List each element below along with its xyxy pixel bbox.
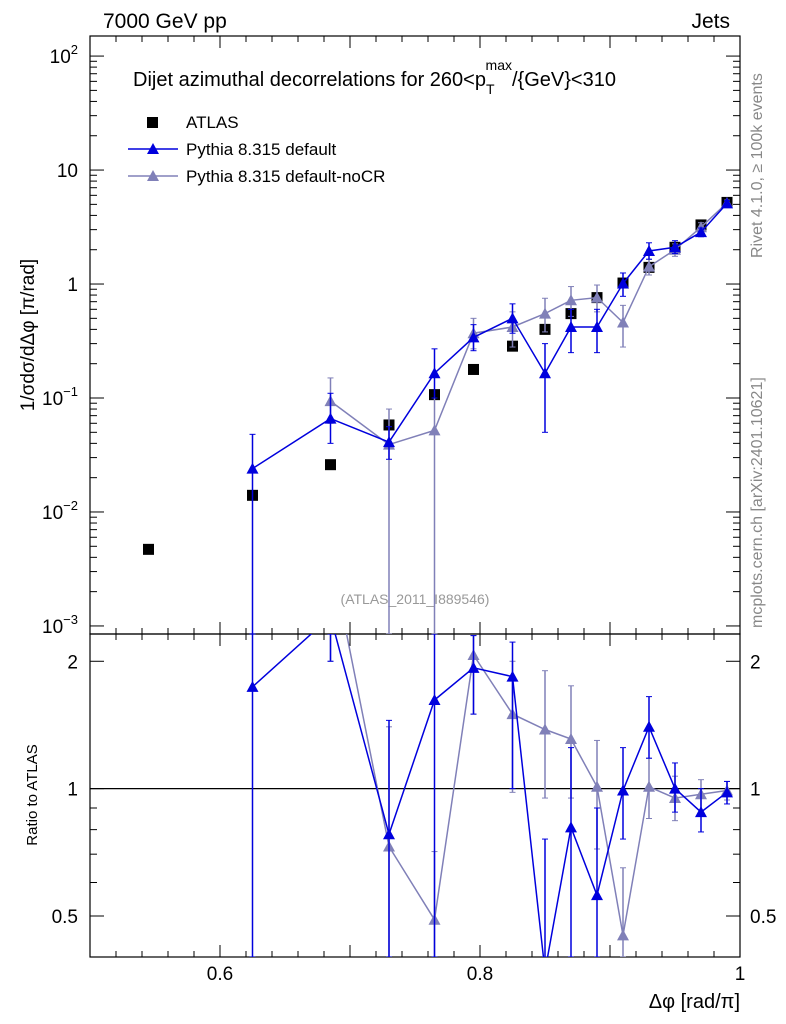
ratio-y-tick-label: 0.5: [52, 907, 78, 928]
ratio-default-point: [695, 806, 707, 818]
atlas-data-point: [143, 543, 154, 555]
default-point: [695, 226, 707, 238]
nocr-point: [539, 307, 551, 319]
nocr-point: [643, 260, 655, 272]
nocr-line: [330, 202, 728, 446]
legend-label-atlas: ATLAS: [186, 113, 239, 132]
ratio-default-point: [643, 720, 655, 732]
ratio-nocr-point: [565, 733, 577, 745]
tick-label-base: 10: [50, 47, 71, 68]
tick-label-base: 10: [57, 161, 78, 182]
ratio-default-line: [251, 634, 728, 957]
title-superscript: max: [486, 57, 512, 73]
main-y-tick-label: 10: [57, 161, 78, 182]
x-tick-label: 1: [735, 964, 746, 985]
ratio-y-tick-label-right: 2: [750, 652, 761, 673]
ratio-nocr-point: [643, 780, 655, 792]
ratio-nocr-line: [345, 634, 728, 936]
default-line: [252, 202, 728, 470]
legend-marker-atlas: [147, 117, 158, 128]
legend-label-default: Pythia 8.315 default: [186, 140, 337, 159]
nocr-series: [324, 196, 733, 634]
title-prefix: Dijet azimuthal decorrelations for 260<p: [133, 69, 486, 91]
atlas-data-point: [325, 459, 336, 471]
main-y-tick-label: 10−1: [42, 384, 78, 410]
collision-label: 7000 GeV pp: [103, 10, 227, 33]
atlas-data-point: [468, 363, 479, 375]
nocr-point: [428, 424, 441, 436]
nocr-point: [591, 291, 603, 303]
legend-marker-default: [147, 143, 159, 154]
nocr-point: [617, 316, 629, 328]
default-point: [324, 412, 337, 424]
ratio-default-point: [506, 670, 519, 682]
default-point: [617, 277, 629, 289]
tick-label-exponent: −2: [63, 498, 78, 513]
ratio-default-point: [617, 784, 629, 796]
ratio-nocr-point: [591, 780, 603, 792]
ratio-default-point: [565, 821, 577, 833]
tick-label-exponent: −1: [63, 384, 78, 399]
tick-label-base: 10: [42, 617, 63, 638]
ratio-y-tick-label-right: 0.5: [750, 907, 776, 928]
ratio-y-tick-label-right: 1: [750, 780, 761, 801]
main-y-tick-label: 102: [50, 42, 78, 68]
default-point: [643, 244, 655, 256]
x-tick-label: 0.8: [467, 964, 493, 985]
default-point: [669, 241, 681, 253]
tick-label-base: 1: [67, 275, 78, 296]
ratio-default-point: [246, 680, 259, 692]
main-y-tick-label: 1: [67, 275, 78, 296]
main-y-tick-label: 10−3: [42, 612, 78, 638]
main-y-axis-label: 1/σdσ/dΔφ [π/rad]: [18, 259, 39, 411]
nocr-point: [565, 294, 577, 306]
default-point: [383, 436, 395, 448]
ratio-default-point: [591, 889, 603, 901]
ratio-axis-ticks: 0.5 0.5 1 1 2 2 0.6 0.8 1: [52, 634, 776, 985]
ratio-default-series: [246, 634, 733, 957]
tick-label-exponent: 2: [71, 42, 78, 57]
default-point: [246, 462, 259, 474]
x-tick-label: 0.6: [207, 964, 233, 985]
main-series-group: [143, 196, 733, 634]
ratio-plot-frame: [89, 633, 741, 958]
default-point: [565, 320, 577, 332]
tick-label-base: 10: [42, 389, 63, 410]
analysis-watermark: (ATLAS_2011_I889546): [341, 591, 490, 607]
tick-label-exponent: −3: [63, 612, 78, 627]
ratio-y-axis-label: Ratio to ATLAS: [24, 744, 41, 845]
ratio-y-tick-label: 1: [67, 780, 78, 801]
default-point: [506, 312, 519, 324]
mcplots-reference-label: mcplots.cern.ch [arXiv:2401.10621]: [749, 377, 766, 628]
ratio-default-point: [383, 828, 395, 840]
legend: ATLAS Pythia 8.315 default Pythia 8.315 …: [128, 113, 385, 186]
process-label: Jets: [691, 10, 730, 33]
ratio-default-point: [467, 661, 480, 673]
default-point: [428, 367, 441, 379]
ratio-series-group: [246, 634, 733, 957]
default-point: [721, 197, 733, 209]
default-point: [467, 331, 480, 343]
ratio-default-point: [669, 782, 681, 794]
main-title: Dijet azimuthal decorrelations for 260<p…: [133, 57, 616, 97]
ratio-nocr-point: [617, 929, 629, 941]
x-axis-label: Δφ [rad/π]: [649, 991, 740, 1013]
ratio-nocr-point: [539, 723, 551, 735]
legend-label-nocr: Pythia 8.315 default-noCR: [186, 167, 385, 186]
title-subscript: T: [486, 81, 495, 97]
ratio-y-tick-label: 2: [67, 652, 78, 673]
ratio-default-point: [428, 693, 441, 705]
default-series: [246, 197, 733, 634]
title-suffix: /{GeV}<310: [512, 69, 616, 91]
default-point: [591, 320, 603, 332]
tick-label-base: 10: [42, 503, 63, 524]
main-y-tick-label: 10−2: [42, 498, 78, 524]
legend-marker-nocr: [147, 170, 159, 181]
rivet-version-label: Rivet 4.1.0, ≥ 100k events: [749, 73, 766, 258]
ratio-default-point: [721, 786, 733, 798]
default-point: [539, 367, 551, 379]
